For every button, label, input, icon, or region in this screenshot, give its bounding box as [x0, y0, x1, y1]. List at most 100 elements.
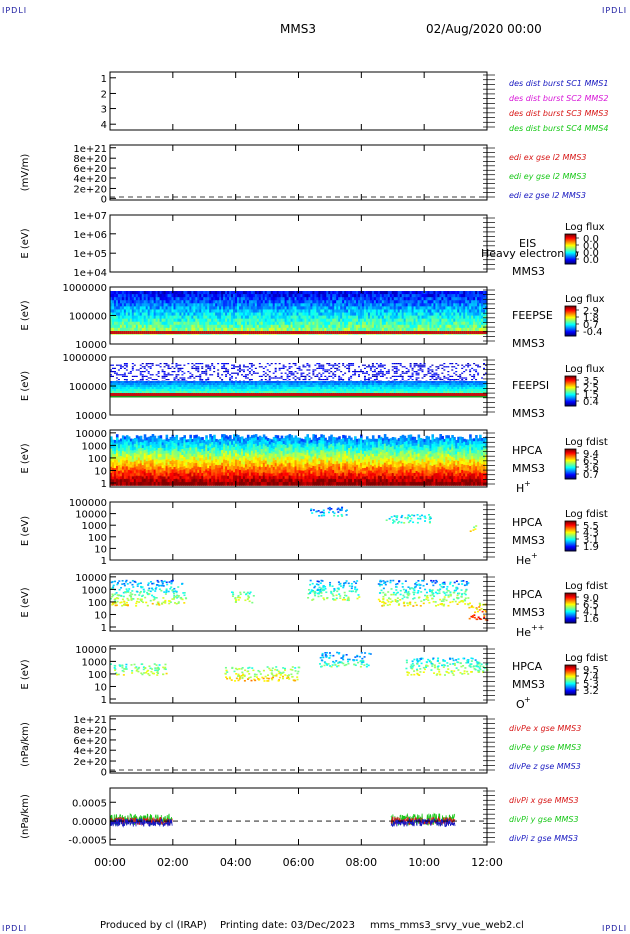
spectro-cell — [137, 309, 141, 314]
spectro-cell — [284, 381, 288, 384]
spectro-cell — [173, 318, 177, 323]
spectro-cell — [191, 383, 194, 386]
spectro-cell — [467, 318, 470, 323]
spectro-cell — [125, 303, 129, 307]
y-axis-label: (mV/m) — [20, 154, 31, 192]
spectro-cell — [189, 383, 192, 386]
spectro-cell — [312, 396, 315, 398]
spectro-cell — [262, 383, 266, 386]
spectro-cell — [254, 321, 258, 326]
spectro-cell — [185, 396, 188, 398]
spectro-cell — [242, 315, 246, 320]
spectro-cell — [280, 306, 284, 311]
spectro-cell — [205, 393, 208, 396]
spectro-cell — [332, 306, 335, 311]
spectro-cell — [340, 391, 343, 394]
spectro-cell — [316, 381, 319, 384]
spectro-cell — [240, 297, 244, 301]
spectro-cell — [203, 372, 206, 374]
spectro-cell — [278, 306, 282, 311]
spectro-cell — [441, 294, 444, 298]
spectro-cell — [145, 324, 149, 329]
spectro-cell — [264, 309, 268, 314]
spectro-cell — [272, 297, 276, 301]
spectro-cell — [302, 372, 305, 374]
spectro-cell — [260, 381, 264, 384]
spectro-cell — [306, 364, 309, 366]
spectro-cell — [254, 389, 258, 392]
spectro-cell — [266, 363, 269, 365]
spectro-cell — [256, 294, 260, 298]
spectro-cell — [233, 321, 236, 326]
spectro-cell — [131, 369, 134, 371]
spectro-cell — [360, 294, 363, 298]
corner-label-top-left: IPDLI — [2, 6, 28, 15]
spectro-cell — [151, 303, 155, 307]
y-tick-label: 100000 — [69, 312, 107, 323]
spectro-cell — [312, 324, 315, 329]
spectro-cell — [381, 385, 385, 388]
spectro-cell — [360, 331, 363, 334]
spectro-cell — [229, 312, 232, 317]
spectro-cell — [358, 309, 361, 314]
spectro-cell — [346, 391, 349, 394]
spectro-cell — [280, 393, 284, 396]
spectro-cell — [135, 327, 139, 332]
spectro-cell — [231, 389, 234, 392]
spectro-cell — [197, 312, 200, 317]
spectro-cell — [187, 303, 190, 307]
spectro-cell — [453, 318, 456, 323]
spectro-cell — [125, 309, 129, 314]
spectro-cell — [373, 379, 376, 381]
spectro-cell — [457, 331, 460, 334]
spectro-cell — [483, 331, 486, 334]
spectro-cell — [145, 306, 149, 311]
spectro-cell — [481, 294, 484, 298]
spectro-cell — [229, 381, 232, 384]
spectro-cell — [209, 321, 212, 326]
spectro-cell — [225, 331, 228, 334]
spectro-cell — [175, 366, 178, 368]
spectro-cell — [377, 331, 381, 334]
spectro-cell — [163, 327, 167, 332]
spectro-cell — [161, 324, 165, 329]
spectro-cell — [365, 315, 369, 320]
spectro-cell — [141, 331, 145, 334]
spectro-cell — [254, 303, 258, 307]
spectro-cell — [175, 331, 179, 334]
spectro-cell — [141, 318, 145, 323]
spectro-cell — [298, 312, 302, 317]
spectro-cell — [183, 324, 186, 329]
spectro-cell — [292, 312, 296, 317]
spectro-cell — [429, 312, 433, 317]
spectro-cell — [199, 387, 202, 390]
spectro-cell — [322, 383, 325, 386]
y-tick-label: 6e+20 — [73, 164, 107, 175]
spectro-cell — [207, 391, 210, 394]
spectro-cell — [123, 318, 127, 323]
spectro-cell — [453, 306, 456, 311]
spectro-cell — [256, 387, 260, 390]
spectro-cell — [231, 315, 234, 320]
spectro-cell — [240, 315, 244, 320]
spectro-cell — [248, 300, 252, 304]
spectro-cell — [314, 300, 317, 304]
spectro-cell — [117, 381, 121, 384]
spectro-cell — [231, 318, 234, 323]
spectro-cell — [290, 387, 294, 390]
spectro-cell — [274, 387, 278, 390]
spectro-cell — [415, 318, 419, 323]
spectro-cell — [225, 300, 228, 304]
spectro-cell — [481, 327, 484, 332]
spectro-cell — [147, 393, 151, 396]
spectro-cell — [389, 327, 393, 332]
spectro-cell — [110, 364, 112, 366]
spectro-cell — [312, 309, 315, 314]
spectro-cell — [348, 363, 351, 365]
spectro-cell — [246, 374, 249, 376]
spectro-cell — [425, 315, 429, 320]
spectro-cell — [350, 377, 353, 379]
spectro-cell — [254, 387, 258, 390]
spectro-cell — [189, 306, 192, 311]
